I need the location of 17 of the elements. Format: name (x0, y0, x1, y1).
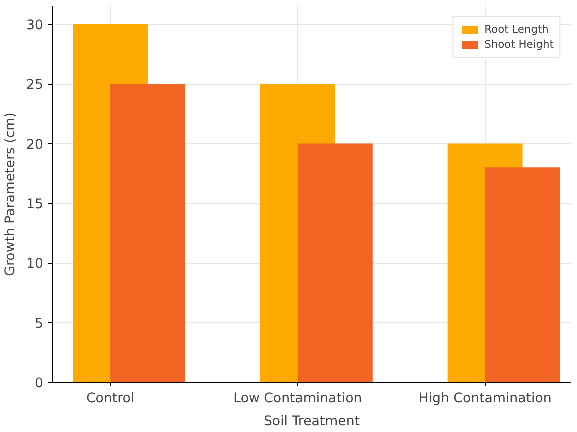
legend-label: Shoot Height (484, 38, 554, 51)
x-tick-label: Low Contamination (234, 392, 362, 406)
y-tick-label: 0 (35, 376, 44, 392)
bar (485, 168, 560, 382)
bar (298, 144, 373, 382)
x-axis-title: Soil Treatment (264, 414, 360, 430)
bar (110, 84, 186, 382)
x-tick-label: High Contamination (418, 392, 552, 406)
y-tick-label: 25 (26, 78, 44, 94)
x-tick-label: Control (86, 392, 135, 406)
y-tick-label: 5 (35, 316, 44, 332)
legend-label: Root Length (484, 23, 549, 36)
y-tick-label: 10 (26, 257, 44, 272)
y-tick-label: 30 (26, 18, 44, 34)
y-tick-label: 20 (26, 138, 44, 153)
y-axis-title: Growth Parameters (cm) (4, 112, 19, 276)
y-tick-label: 15 (26, 197, 44, 212)
